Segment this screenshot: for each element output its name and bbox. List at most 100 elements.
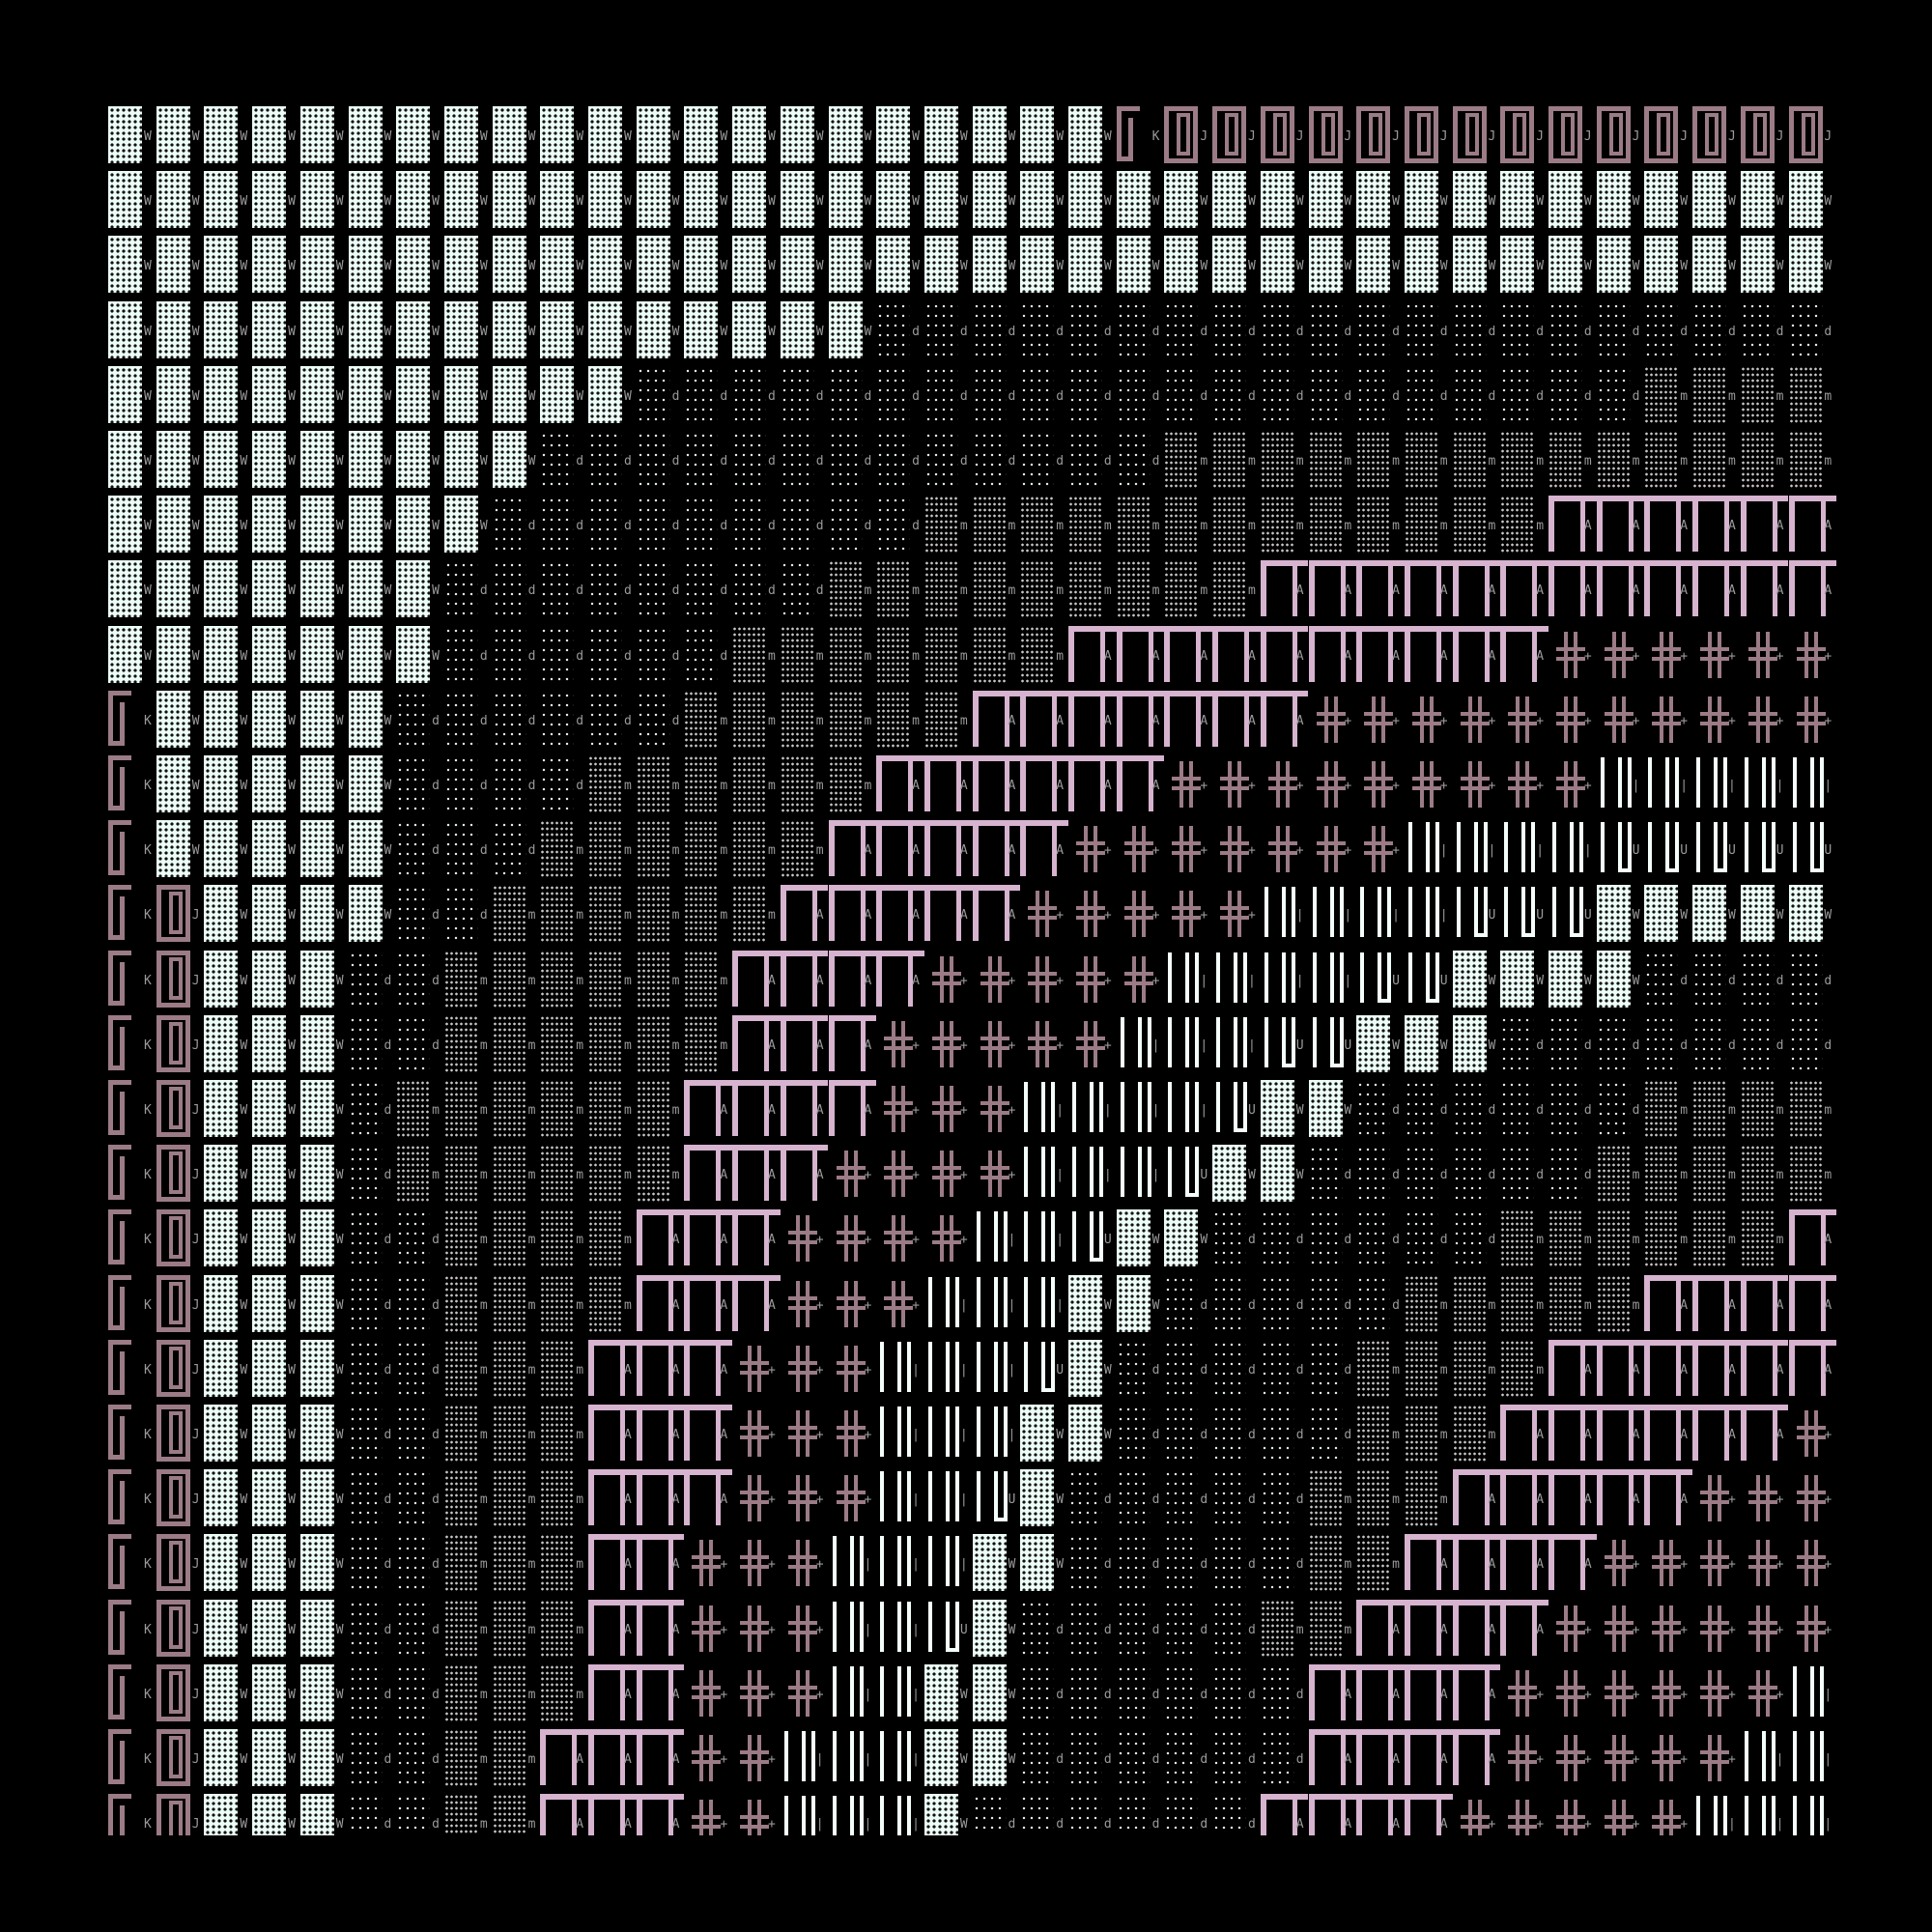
medium-dots bbox=[1260, 429, 1309, 494]
sparse-dots bbox=[1020, 364, 1068, 429]
arch-glyph bbox=[1116, 753, 1165, 818]
dense-dot-block bbox=[108, 169, 156, 234]
dense-dot-block bbox=[348, 883, 397, 948]
arch-glyph bbox=[1356, 558, 1405, 623]
cross-glyph bbox=[1068, 883, 1117, 948]
sparse-dots bbox=[588, 558, 637, 623]
medium-dots bbox=[588, 818, 637, 883]
dense-dot-block bbox=[348, 234, 397, 298]
dense-dot-block bbox=[396, 494, 444, 558]
arch-glyph bbox=[1116, 624, 1165, 689]
dense-dot-block bbox=[299, 299, 349, 364]
cross-glyph bbox=[1356, 753, 1405, 818]
sparse-dots bbox=[1500, 364, 1548, 429]
dense-dot-block bbox=[492, 104, 541, 169]
boxed-key-glyph bbox=[1644, 104, 1692, 169]
key-glyph bbox=[108, 818, 156, 883]
sparse-dots bbox=[684, 364, 732, 429]
glyph-row-text: KJWWWddmmmAA+++||WWddddddAAAA++++++| bbox=[144, 1687, 1837, 1702]
medium-dots bbox=[1740, 429, 1789, 494]
dense-dot-block bbox=[156, 753, 205, 818]
dense-dot-block bbox=[1260, 234, 1309, 298]
medium-dots bbox=[828, 624, 877, 689]
arch-glyph bbox=[1788, 494, 1837, 558]
sparse-dots bbox=[1260, 299, 1309, 364]
cross-glyph bbox=[1644, 689, 1692, 753]
boxed-key-glyph bbox=[1164, 104, 1212, 169]
dense-dot-block bbox=[348, 169, 397, 234]
boxed-key-glyph bbox=[1260, 104, 1309, 169]
glyph-row-text: KJWWWdmmmmmmAAA++++|||UWWddddddmmmmm bbox=[144, 1168, 1837, 1183]
cross-glyph bbox=[1164, 883, 1212, 948]
dense-dot-block bbox=[156, 234, 205, 298]
medium-dots bbox=[1644, 429, 1692, 494]
sparse-dots bbox=[972, 364, 1021, 429]
dense-dot-block bbox=[1500, 169, 1548, 234]
cross-glyph bbox=[1644, 624, 1692, 689]
medium-dots bbox=[540, 883, 588, 948]
sparse-dots bbox=[1404, 299, 1453, 364]
dense-dot-block bbox=[540, 364, 588, 429]
dense-dot-block bbox=[876, 234, 924, 298]
sparse-dots bbox=[443, 558, 493, 623]
sparse-dots bbox=[876, 494, 924, 558]
medium-dots bbox=[828, 689, 877, 753]
dense-dot-block bbox=[540, 169, 588, 234]
sparse-dots bbox=[540, 558, 588, 623]
sparse-dots bbox=[923, 299, 973, 364]
sparse-dots bbox=[876, 429, 924, 494]
dense-dot-block bbox=[1644, 883, 1692, 948]
medium-dots bbox=[732, 818, 781, 883]
medium-dots bbox=[828, 753, 877, 818]
medium-dots bbox=[876, 689, 924, 753]
dense-dot-block bbox=[828, 299, 877, 364]
medium-dots bbox=[1788, 429, 1837, 494]
glyph-row-text: WWWWWWWWWWWWWWWWWWWWWWWWWWWWWWWWWWWW bbox=[144, 194, 1837, 210]
dense-dot-block bbox=[923, 169, 973, 234]
glyph-row-text: KWWWWWddddddmmmmmmAAAAAAA+++++++++++ bbox=[144, 713, 1837, 728]
sparse-dots bbox=[443, 753, 493, 818]
arch-glyph bbox=[876, 883, 924, 948]
dense-dot-block bbox=[108, 429, 156, 494]
dense-dot-block bbox=[396, 429, 444, 494]
dense-dot-block bbox=[492, 234, 541, 298]
sparse-dots bbox=[443, 883, 493, 948]
dense-dot-block bbox=[108, 494, 156, 558]
arch-glyph bbox=[1068, 753, 1117, 818]
sparse-dots bbox=[684, 494, 732, 558]
glyph-row-text: KJWWWddmmmmAAA+++|||WWdddddmmmmmAAAA bbox=[144, 1297, 1837, 1313]
sparse-dots bbox=[828, 494, 877, 558]
dense-dot-block bbox=[1452, 169, 1501, 234]
sparse-dots bbox=[1020, 429, 1068, 494]
dense-dot-block bbox=[156, 689, 205, 753]
sparse-dots bbox=[972, 429, 1021, 494]
dense-dot-block bbox=[1068, 234, 1117, 298]
cross-glyph bbox=[1309, 753, 1357, 818]
dense-dot-block bbox=[492, 429, 541, 494]
cross-glyph bbox=[1405, 753, 1453, 818]
double-bar-glyph bbox=[1741, 753, 1789, 818]
boxed-key-glyph bbox=[1356, 104, 1405, 169]
dense-dot-block bbox=[588, 104, 637, 169]
dense-dot-block bbox=[1212, 169, 1261, 234]
dense-dot-block bbox=[204, 494, 252, 558]
dense-dot-block bbox=[1020, 169, 1068, 234]
arch-glyph bbox=[1260, 558, 1309, 623]
dense-dot-block bbox=[204, 949, 252, 1013]
dense-dot-block bbox=[540, 234, 588, 298]
dense-dot-block bbox=[1404, 234, 1453, 298]
key-glyph bbox=[108, 883, 156, 948]
double-bar-glyph bbox=[1789, 753, 1837, 818]
dense-dot-block bbox=[443, 299, 493, 364]
sparse-dots bbox=[1308, 299, 1357, 364]
dense-dot-block bbox=[1020, 234, 1068, 298]
dense-dot-block bbox=[1596, 883, 1645, 948]
dense-dot-block bbox=[1644, 234, 1692, 298]
double-bar-glyph bbox=[1692, 753, 1741, 818]
glyph-row-text: KJWWWddmmmmAAA++++||UWWddddddmmmmmmA bbox=[144, 1233, 1837, 1248]
medium-dots bbox=[1644, 364, 1692, 429]
bar-cup-glyph bbox=[1692, 818, 1741, 883]
medium-dots bbox=[1404, 429, 1453, 494]
medium-dots bbox=[1356, 494, 1405, 558]
medium-dots bbox=[972, 558, 1021, 623]
